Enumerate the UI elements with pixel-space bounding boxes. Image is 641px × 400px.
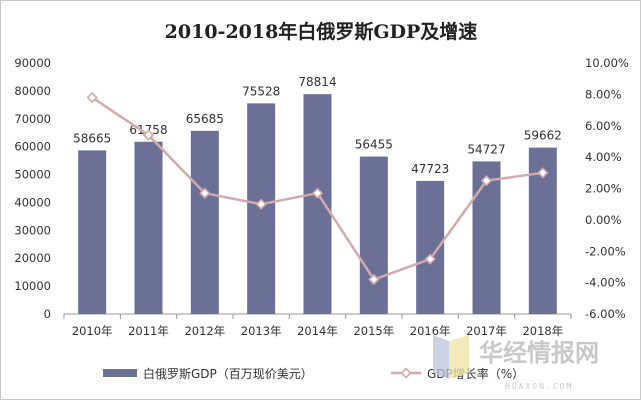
y-right-tick-label: -6.00%	[585, 307, 626, 321]
gdp-bar-label: 47723	[411, 162, 449, 176]
gdp-bar	[303, 94, 332, 315]
watermark-subtext: HUAXON.COM	[505, 382, 573, 391]
x-tick-label: 2016年	[410, 324, 451, 338]
gdp-bar	[78, 150, 107, 314]
watermark-logo	[433, 335, 469, 379]
gdp-bar-label: 56455	[355, 138, 393, 152]
legend-swatch-growth-marker	[400, 367, 412, 379]
x-tick-label: 2011年	[128, 324, 169, 338]
gdp-bar-label: 59662	[524, 129, 562, 143]
line-series	[86, 91, 549, 286]
y-left-tick-label: 60000	[14, 140, 51, 154]
growth-rate-point	[424, 253, 436, 265]
y-left-tick-label: 70000	[14, 112, 51, 126]
growth-rate-point	[142, 129, 155, 141]
growth-rate-point	[86, 91, 98, 104]
growth-rate-point	[255, 198, 267, 210]
x-tick-label: 2018年	[522, 324, 563, 338]
legend-label-gdp: 白俄罗斯GDP（百万现价美元）	[143, 366, 313, 381]
gdp-bar-label: 58665	[73, 131, 111, 145]
y-right-tick-label: 2.00%	[585, 182, 622, 196]
growth-rate-point	[537, 167, 549, 179]
growth-rate-point	[368, 273, 380, 286]
gdp-bar	[134, 141, 163, 314]
growth-rate-point	[199, 187, 211, 199]
y-right-tick-label: 6.00%	[585, 119, 622, 133]
gdp-bar	[472, 161, 501, 314]
x-tick-label: 2017年	[466, 324, 507, 338]
bar-data-labels: 5866561758656857552878814564554772354727…	[73, 75, 562, 176]
chart-title: 2010-2018年白俄罗斯GDP及增速	[165, 20, 478, 43]
watermark: 华经情报网 HUAXON.COM	[433, 335, 599, 391]
bar-series	[78, 94, 557, 315]
y-left-tick-label: 90000	[14, 56, 51, 70]
y-right-tick-label: -4.00%	[585, 276, 626, 290]
watermark-text: 华经情报网	[479, 338, 599, 367]
growth-rate-point	[480, 175, 493, 187]
gdp-bar-label: 54727	[467, 142, 505, 156]
y-left-tick-label: 40000	[14, 195, 51, 209]
y-right-tick-label: 8.00%	[585, 87, 622, 101]
watermark-logo-blue	[433, 335, 449, 379]
legend-swatch-gdp	[103, 369, 137, 377]
gdp-bar-label: 65685	[186, 112, 224, 126]
gdp-bar-label: 78814	[298, 75, 336, 89]
y-right-tick-label: 10.00%	[585, 56, 629, 70]
axes	[63, 313, 572, 319]
gdp-bar	[359, 156, 388, 314]
watermark-logo-yellow	[449, 335, 469, 379]
y-left-tick-label: 30000	[14, 223, 51, 237]
growth-rate-point	[311, 187, 324, 199]
x-tick-label: 2014年	[297, 324, 338, 338]
x-tick-label: 2010年	[72, 324, 113, 338]
y-left-tick-label: 80000	[14, 84, 51, 98]
tick-labels: 0 10000 20000 30000 40000 50000 60000 70000 8000…	[14, 56, 629, 338]
x-tick-label: 2013年	[241, 324, 282, 338]
y-left-tick-label: 10000	[14, 279, 51, 293]
y-right-tick-label: 4.00%	[585, 150, 622, 164]
gdp-bar-label: 75528	[242, 84, 280, 98]
y-right-tick-label: 0.00%	[585, 213, 622, 227]
y-left-tick-label: 20000	[14, 251, 51, 265]
y-right-tick-label: -2.00%	[585, 244, 626, 258]
y-left-tick-label: 50000	[14, 168, 51, 182]
gdp-bar	[190, 130, 219, 314]
x-tick-label: 2015年	[353, 324, 394, 338]
y-left-tick-label: 0	[44, 307, 51, 321]
x-tick-label: 2012年	[184, 324, 225, 338]
